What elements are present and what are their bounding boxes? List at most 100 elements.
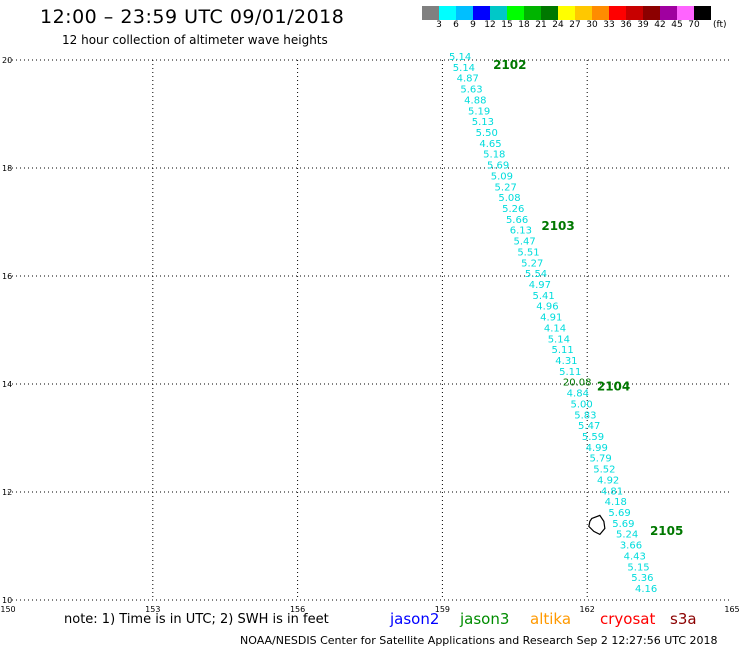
wave-height-value: 5.59: [582, 432, 604, 443]
wave-height-value: 4.31: [555, 356, 577, 367]
scale-swatch: [694, 6, 711, 20]
x-tick-label: 162: [580, 605, 595, 614]
map-grid: [8, 59, 732, 601]
scale-swatch: [456, 6, 473, 20]
scale-label: 9: [470, 20, 476, 30]
scale-swatch: [473, 6, 490, 20]
wave-height-value: 5.66: [506, 215, 528, 226]
x-tick-label: 150: [0, 605, 15, 614]
mission-cryosat: cryosat: [600, 610, 656, 628]
scale-swatch: [439, 6, 456, 20]
wave-height-value: 4.43: [624, 551, 646, 562]
mission-jason3: jason3: [460, 610, 510, 628]
wave-height-value: 4.18: [605, 497, 627, 508]
footer-credit: NOAA/NESDIS Center for Satellite Applica…: [240, 634, 718, 647]
y-tick-label: 12: [2, 488, 12, 497]
wave-height-value: 6.13: [510, 226, 532, 237]
wave-height-value: 5.36: [631, 573, 653, 584]
wave-height-value: 4.96: [536, 302, 558, 313]
scale-swatch: [592, 6, 609, 20]
scale-swatch: [490, 6, 507, 20]
scale-swatch: [507, 6, 524, 20]
wave-height-value: 5.13: [472, 117, 494, 128]
wave-height-value: 5.50: [476, 128, 498, 139]
scale-unit: (ft): [713, 20, 727, 30]
wave-height-value: 4.87: [457, 74, 479, 85]
scale-label: 18: [518, 20, 530, 30]
wave-height-value: 5.11: [559, 367, 581, 378]
scale-swatch: [626, 6, 643, 20]
scale-label: 21: [535, 20, 547, 30]
wave-height-value: 4.84: [567, 389, 589, 400]
wave-height-value: 5.83: [574, 410, 596, 421]
map-title: 12:00 – 23:59 UTC 09/01/2018: [40, 6, 345, 28]
wave-height-value: 5.11: [551, 345, 573, 356]
wave-height-value: 5.14: [548, 334, 570, 345]
wave-height-value: 5.19: [468, 106, 490, 117]
scale-swatch: [609, 6, 626, 20]
wave-height-value: 5.63: [460, 85, 482, 96]
wave-height-value: 4.99: [586, 443, 608, 454]
wave-height-value: 4.91: [540, 313, 562, 324]
x-tick-label: 165: [724, 605, 739, 614]
scale-label: 45: [671, 20, 683, 30]
scale-label: 39: [637, 20, 649, 30]
scale-label: 42: [654, 20, 666, 30]
wave-height-value: 4.81: [601, 486, 623, 497]
scale-label: 15: [501, 20, 513, 30]
island-outline: [588, 514, 606, 536]
wave-height-value: 4.65: [479, 139, 501, 150]
wave-height-value: 5.69: [487, 161, 509, 172]
axis-ticks: 150 153 156 159 162 165 20 18 16 14 12 10: [0, 56, 739, 614]
wave-height-value: 5.27: [495, 182, 517, 193]
track-id-label: 2102: [493, 58, 526, 72]
y-tick-label: 14: [2, 380, 12, 389]
mission-altika: altika: [530, 610, 572, 628]
y-tick-label: 20: [2, 56, 12, 65]
map-subtitle: 12 hour collection of altimeter wave hei…: [62, 33, 328, 47]
wave-height-value: 4.97: [529, 280, 551, 291]
wave-height-value: 4.88: [464, 95, 486, 106]
y-tick-label: 18: [2, 164, 12, 173]
scale-label: 6: [453, 20, 459, 30]
scale-label: 36: [620, 20, 632, 30]
scale-label: 30: [586, 20, 598, 30]
wave-height-value: 5.14: [449, 52, 471, 63]
scale-swatch: [422, 6, 439, 20]
wave-height-value: 4.14: [544, 323, 566, 334]
wave-height-value: 5.47: [514, 237, 536, 248]
wave-height-value: 5.47: [578, 421, 600, 432]
wave-height-value: 5.09: [491, 171, 513, 182]
scale-swatch: [660, 6, 677, 20]
x-tick-label: 156: [290, 605, 305, 614]
scale-label: 70: [688, 20, 700, 30]
color-scale: [422, 6, 711, 20]
y-tick-label: 10: [2, 596, 12, 605]
track-id-label: 2105: [650, 524, 683, 538]
wave-height-value: 5.54: [525, 269, 547, 280]
wave-height-value: 5.69: [608, 508, 630, 519]
mission-s3a: s3a: [670, 610, 697, 628]
track-id-label: 2104: [597, 379, 630, 393]
y-tick-label: 16: [2, 272, 12, 281]
wave-height-value: 5.52: [593, 465, 615, 476]
scale-label: 27: [569, 20, 581, 30]
scale-swatch: [524, 6, 541, 20]
track-id-label: 2103: [541, 219, 574, 233]
wave-height-value: 4.16: [635, 584, 657, 595]
scale-label: 24: [552, 20, 564, 30]
scale-swatch: [677, 6, 694, 20]
x-tick-label: 159: [435, 605, 450, 614]
wave-height-value: 5.24: [616, 530, 638, 541]
note-text: note: 1) Time is in UTC; 2) SWH is in fe…: [64, 612, 329, 627]
scale-swatch: [541, 6, 558, 20]
wave-height-value: 5.08: [498, 193, 520, 204]
wave-height-value: 20.08: [563, 378, 592, 389]
scale-swatch: [643, 6, 660, 20]
wave-height-value: 5.27: [521, 258, 543, 269]
scale-swatch: [575, 6, 592, 20]
wave-height-value: 3.66: [620, 541, 642, 552]
scale-label: 12: [484, 20, 496, 30]
scale-label: 33: [603, 20, 615, 30]
